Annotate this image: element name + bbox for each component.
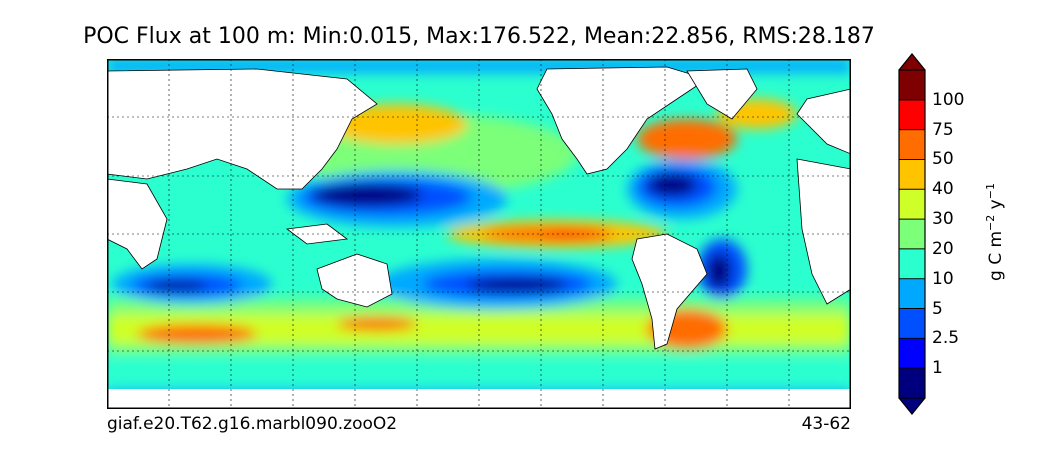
colorbar-tick-label: 100: [932, 89, 965, 110]
run-name-caption: giaf.e20.T62.g16.marbl090.zooO2: [107, 414, 398, 434]
colorbar-segment: [899, 278, 925, 310]
colorbar-segment: [899, 338, 925, 369]
map-panel: [107, 59, 851, 409]
colorbar-arrow-low: [899, 398, 925, 414]
colorbar-segment: [899, 368, 925, 399]
colorbar-tick-label: 50: [932, 149, 954, 170]
colorbar-arrow-high: [899, 54, 925, 70]
colorbar-tick-label: 30: [932, 209, 954, 230]
colorbar-tick-label: 2.5: [932, 328, 960, 349]
map-border: [107, 59, 851, 409]
colorbar-segment: [899, 308, 925, 339]
colorbar-segment: [899, 248, 925, 280]
colorbar: [898, 53, 926, 415]
colorbar-tick-label: 75: [932, 119, 954, 140]
poc-flux-map: [107, 59, 851, 409]
colorbar-units-label: g C m−2 y−1: [984, 183, 1006, 281]
map-title: POC Flux at 100 m: Min:0.015, Max:176.52…: [83, 24, 875, 49]
graticule: [107, 59, 851, 409]
colorbar-tick-label: 20: [932, 238, 954, 259]
colorbar-tick-label: 5: [932, 298, 943, 319]
colorbar-tick-label: 1: [932, 358, 943, 379]
colorbar-tick-label: 40: [932, 179, 954, 200]
colorbar-tick-lines: [899, 99, 925, 369]
colorbar-segment: [899, 99, 925, 131]
colorbar-segment: [899, 189, 925, 220]
colorbar-segment: [899, 219, 925, 250]
colorbar-segment: [899, 129, 925, 160]
colorbar-segment: [899, 70, 925, 101]
colorbar-segment: [899, 159, 925, 190]
colorbar-tick-label: 10: [932, 268, 954, 289]
colorbar-segments: [899, 54, 925, 414]
year-range-caption: 43-62: [801, 414, 851, 434]
colorbar-arrows-outline: [898, 53, 926, 415]
colorbar-frame: [898, 69, 926, 399]
